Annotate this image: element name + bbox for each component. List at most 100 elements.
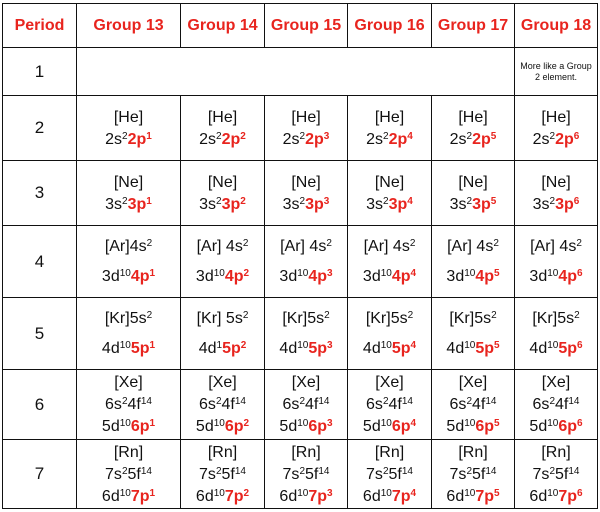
p-electron-count: 5 [490, 195, 497, 207]
p-orbital-text: 4p [308, 268, 328, 285]
core-text: [Kr] 5s [196, 310, 243, 327]
config-valence: 6d107p1 [77, 486, 180, 507]
inner-superscript: 2 [216, 130, 222, 142]
config-cell: [Rn] 7s25f14 6d107p5 [431, 439, 515, 509]
period-label: 3 [2, 160, 77, 226]
config-valence: 6d107p6 [515, 486, 597, 507]
config-cell: [Xe] 6s24f14 5d106p5 [431, 369, 515, 440]
config-middle: 6s24f14 [432, 394, 514, 415]
core-text: [He] [374, 108, 405, 126]
valence-p-orbital: 4p4 [392, 268, 416, 285]
mid-orbital-2: 4f [127, 396, 141, 413]
mid-superscript-2: 14 [140, 396, 152, 407]
mid-orbital: 6s [532, 396, 550, 413]
p-electron-count: 3 [327, 487, 333, 499]
p-orbital-text: 7p [558, 487, 578, 505]
header-group-15: Group 15 [264, 3, 348, 48]
config-cell: [Kr] 5s2 4d15p2 [180, 297, 265, 370]
inner-orbital: 3d [529, 268, 548, 285]
p-electron-count: 4 [410, 340, 417, 351]
p-orbital-text: 3p [221, 195, 241, 213]
core-text: [Ne] [458, 173, 488, 191]
p-electron-count: 1 [149, 418, 156, 429]
valence-p-orbital: 2p2 [222, 131, 246, 148]
p-electron-count: 2 [240, 195, 246, 207]
config-cell: [Ar] 4s2 3d104p5 [431, 225, 515, 298]
inner-superscript: 10 [213, 418, 225, 429]
valence-p-orbital: 7p6 [558, 488, 582, 505]
config-cell: [Ne] 3s23p3 [264, 160, 348, 226]
config-core: [He] [515, 107, 597, 128]
config-core: [He] [77, 107, 180, 128]
p-electron-count: 1 [149, 487, 156, 499]
config-cell: [Rn] 7s25f14 6d107p6 [514, 439, 598, 509]
config-middle: 6s24f14 [515, 394, 597, 415]
config-core: [Xe] [181, 372, 264, 393]
config-core: [Ne] [181, 172, 264, 193]
inner-superscript: 10 [464, 487, 476, 499]
config-middle: 7s25f14 [515, 464, 597, 485]
core-text: [Xe] [541, 374, 571, 391]
core-text: [Ar] 4s [447, 238, 494, 255]
valence-p-orbital: 6p6 [558, 418, 582, 435]
mid-superscript-2: 14 [485, 465, 497, 477]
config-cell: [Ne] 3s23p6 [514, 160, 598, 226]
p-orbital-text: 7p [308, 487, 328, 505]
inner-superscript: 10 [297, 418, 309, 429]
mid-superscript-2: 14 [568, 465, 580, 477]
valence-p-orbital: 5p2 [222, 340, 246, 357]
p-electron-count: 3 [327, 418, 333, 429]
core-text: [Ar] 4s [280, 238, 327, 255]
mid-superscript-2: 14 [318, 465, 330, 477]
p-orbital-text: 7p [224, 487, 244, 505]
p-orbital-text: 5p [558, 340, 578, 357]
p-electron-count: 6 [577, 268, 583, 279]
mid-superscript-2: 14 [234, 465, 246, 477]
core-text: [Ne] [207, 173, 238, 191]
config-cell: [Ar] 4s2 3d104p2 [180, 225, 265, 298]
inner-superscript: 10 [119, 340, 131, 351]
valence-p-orbital: 3p3 [305, 196, 329, 213]
valence-p-orbital: 2p5 [472, 131, 496, 148]
config-valence: 3s23p3 [265, 194, 347, 215]
inner-orbital: 4d [101, 340, 120, 357]
config-cell: [He] 2s22p2 [180, 95, 265, 161]
config-core: [Kr]5s2 [77, 308, 180, 329]
config-cell: [Ne] 3s23p2 [180, 160, 265, 226]
inner-orbital: 3d [362, 268, 381, 285]
p-electron-count: 5 [494, 487, 500, 499]
config-valence: 3d104p1 [77, 266, 180, 287]
p-orbital-text: 6p [308, 418, 328, 435]
core-superscript: 2 [491, 310, 497, 321]
period-row-4: 4 [Ar]4s2 3d104p1 [Ar] 4s2 3d104p2 [Ar] 4s2 3d… [2, 225, 598, 298]
config-valence: 3s23p4 [348, 194, 431, 215]
config-valence: 3s23p5 [432, 194, 514, 215]
mid-orbital: 7s [532, 465, 550, 483]
valence-p-orbital: 3p4 [389, 196, 413, 213]
period-row-6: 6 [Xe] 6s24f14 5d106p1 [Xe] 6s24f14 5d106p2 [Xe… [2, 369, 598, 440]
config-core: [Rn] [348, 442, 431, 463]
config-valence: 2s22p2 [181, 129, 264, 150]
core-text: [Xe] [291, 374, 321, 391]
p-orbital-text: 6p [558, 418, 578, 435]
valence-p-orbital: 4p6 [558, 268, 582, 285]
inner-superscript: 2 [299, 130, 306, 142]
config-valence: 2s22p4 [348, 129, 431, 150]
config-cell: [Xe] 6s24f14 5d106p1 [76, 369, 181, 440]
inner-superscript: 10 [380, 268, 392, 279]
mid-superscript: 2 [299, 396, 305, 407]
p-orbital-text: 7p [475, 487, 495, 505]
p-electron-count: 6 [573, 195, 580, 207]
inner-superscript: 10 [119, 487, 131, 499]
p-electron-count: 4 [410, 268, 417, 279]
p-electron-count: 4 [407, 130, 413, 142]
core-text: [Kr]5s [282, 310, 325, 327]
mid-orbital: 7s [366, 465, 383, 483]
mid-superscript: 2 [549, 465, 555, 477]
config-core: [Ar]4s2 [77, 236, 180, 257]
core-text: [Ne] [541, 173, 571, 191]
config-cell: [He] 2s22p4 [347, 95, 432, 161]
config-valence: 4d105p4 [348, 338, 431, 359]
config-valence: 4d105p5 [432, 338, 514, 359]
inner-superscript: 2 [466, 130, 473, 142]
